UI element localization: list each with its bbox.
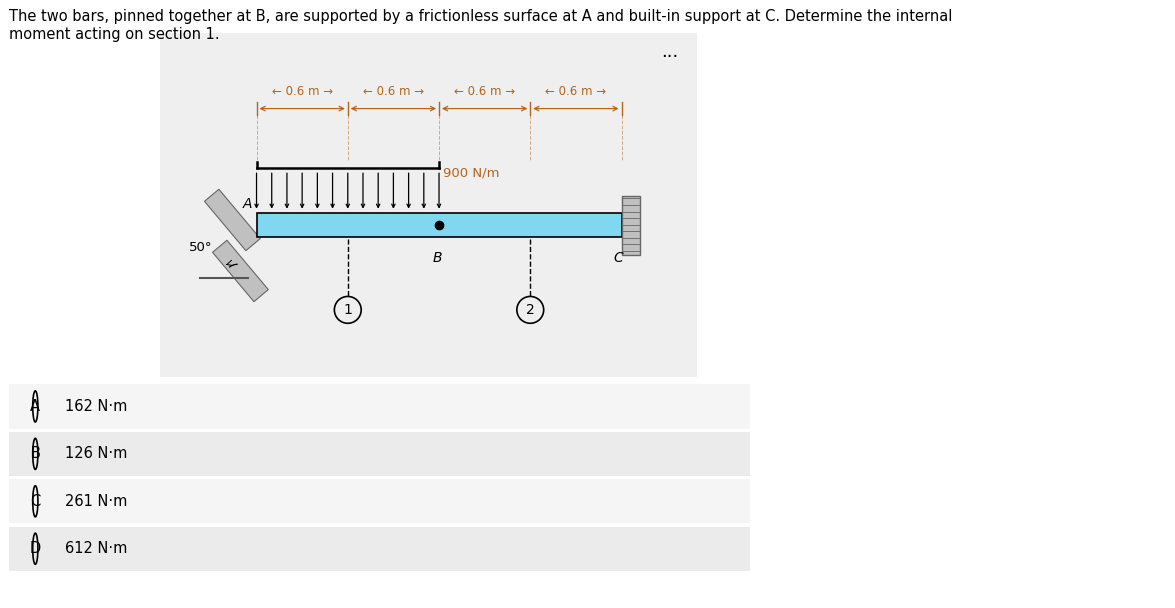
Polygon shape	[213, 240, 268, 302]
Text: A: A	[31, 399, 40, 414]
Bar	[256, 213, 622, 237]
Text: ← 0.6 m →: ← 0.6 m →	[363, 85, 424, 98]
Text: B: B	[31, 446, 40, 461]
Polygon shape	[204, 189, 261, 250]
Text: B: B	[432, 250, 442, 264]
Text: 1: 1	[343, 303, 352, 317]
Text: D: D	[29, 541, 41, 556]
Text: ← 0.6 m →: ← 0.6 m →	[545, 85, 606, 98]
Text: 2: 2	[526, 303, 535, 317]
Text: A: A	[243, 197, 253, 211]
Text: 50°: 50°	[189, 241, 213, 254]
Text: 162 N·m: 162 N·m	[65, 399, 127, 414]
Text: The two bars, pinned together at B, are supported by a frictionless surface at A: The two bars, pinned together at B, are …	[9, 9, 953, 24]
Text: C: C	[613, 250, 623, 264]
Text: 612 N·m: 612 N·m	[65, 541, 127, 556]
Text: C: C	[31, 494, 40, 509]
Text: ← 0.6 m →: ← 0.6 m →	[454, 85, 515, 98]
Bar	[622, 196, 640, 255]
Text: moment acting on section 1.: moment acting on section 1.	[9, 27, 220, 43]
Text: 126 N·m: 126 N·m	[65, 446, 127, 461]
Text: ← 0.6 m →: ← 0.6 m →	[271, 85, 333, 98]
Text: ...: ...	[662, 43, 678, 61]
Text: 261 N·m: 261 N·m	[65, 494, 127, 509]
Text: 900 N/m: 900 N/m	[443, 167, 499, 179]
